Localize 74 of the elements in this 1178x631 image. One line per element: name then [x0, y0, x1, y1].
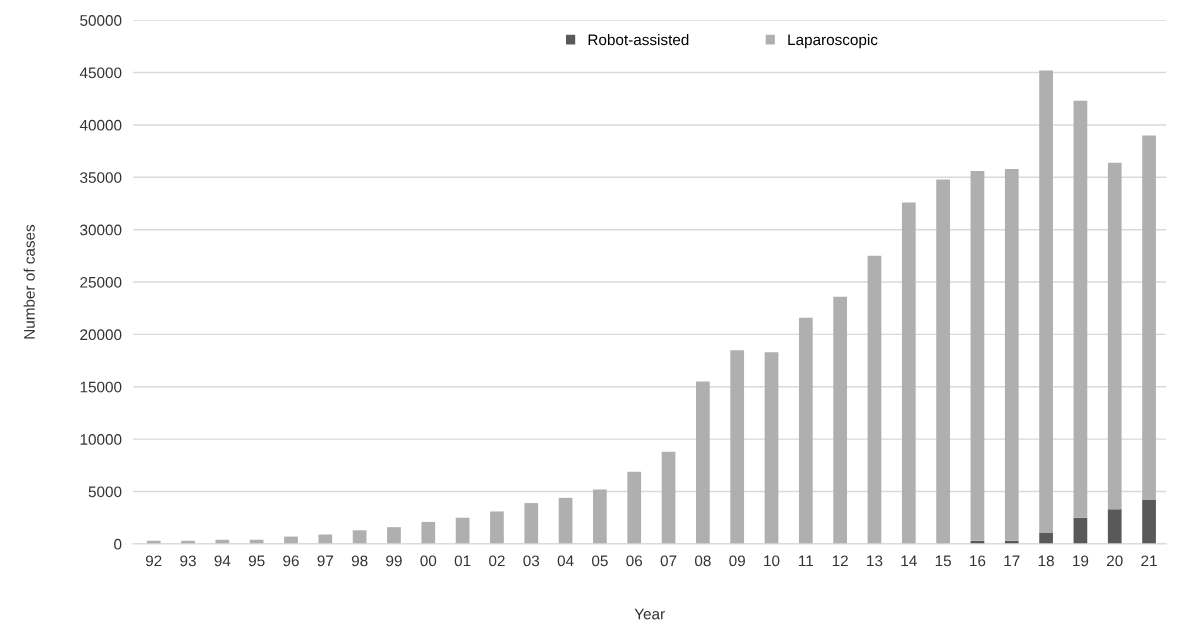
- x-tick-label: 00: [420, 555, 437, 567]
- x-tick-label: 97: [317, 555, 334, 567]
- bar: [558, 497, 573, 544]
- x-tick-label: 16: [970, 555, 986, 567]
- y-tick-label: 25000: [80, 276, 122, 288]
- bar: [318, 534, 333, 544]
- bar: [1107, 162, 1122, 510]
- bar: [387, 527, 401, 544]
- bar: [627, 471, 642, 544]
- bar: [1039, 532, 1053, 544]
- x-tick-label: 01: [454, 555, 471, 567]
- x-tick-label: 05: [592, 555, 608, 567]
- x-tick-label: 20: [1107, 555, 1123, 567]
- bar: [901, 202, 916, 544]
- bar: [421, 521, 436, 544]
- x-tick-label: 96: [283, 555, 299, 567]
- x-tick-label: 93: [180, 555, 196, 567]
- x-tick-label: 98: [351, 555, 368, 567]
- x-tick-label: 15: [935, 555, 951, 567]
- y-tick-label: 30000: [80, 224, 122, 236]
- legend-label: Laparoscopic: [788, 33, 878, 49]
- bar: [696, 381, 710, 544]
- x-tick-label: 17: [1004, 555, 1020, 567]
- y-tick-label: 0: [114, 538, 122, 550]
- y-tick-label: 45000: [79, 67, 122, 79]
- x-tick-label: 19: [1073, 555, 1089, 567]
- bar: [730, 350, 745, 544]
- bar: [661, 451, 676, 544]
- y-tick-label: 35000: [80, 172, 122, 183]
- x-tick-label: 07: [660, 555, 677, 567]
- bar: [352, 530, 367, 544]
- y-tick-label: 50000: [80, 15, 122, 26]
- x-tick-label: 04: [557, 555, 574, 567]
- y-tick-label: 20000: [80, 329, 122, 341]
- x-tick-label: 08: [694, 555, 711, 567]
- legend-label: Robot-assisted: [588, 33, 689, 46]
- bar: [1107, 509, 1122, 544]
- x-tick-label: 99: [386, 555, 402, 567]
- x-tick-label: 94: [214, 555, 231, 567]
- bar: [1073, 517, 1088, 544]
- bar: [1004, 168, 1019, 541]
- bar: [490, 511, 504, 544]
- bar: [936, 179, 950, 544]
- x-tick-label: 06: [626, 555, 643, 567]
- bar: [1039, 70, 1053, 533]
- x-tick-label: 95: [248, 555, 265, 567]
- x-tick-label: 92: [145, 555, 162, 567]
- y-tick-label: 40000: [79, 119, 122, 131]
- x-tick-label: 21: [1141, 555, 1157, 567]
- x-tick-label: 13: [867, 555, 883, 567]
- bar: [970, 171, 985, 541]
- bar: [455, 517, 470, 544]
- x-tick-label: 10: [764, 555, 780, 567]
- x-tick-label: 03: [523, 555, 540, 567]
- x-tick-label: 11: [799, 555, 814, 567]
- y-tick-label: 5000: [88, 486, 122, 498]
- y-tick-label: 15000: [80, 381, 122, 393]
- y-tick-label: 10000: [80, 434, 122, 445]
- bar: [764, 352, 779, 544]
- bar: [1142, 135, 1156, 500]
- x-axis-title: Year: [634, 608, 665, 620]
- bar: [867, 255, 882, 544]
- bar: [593, 489, 607, 544]
- x-tick-label: 12: [832, 555, 848, 567]
- bar: [798, 317, 813, 544]
- x-tick-label: 18: [1038, 555, 1054, 567]
- x-tick-label: 14: [901, 555, 917, 567]
- bar: [1073, 100, 1088, 518]
- bar: [1142, 499, 1156, 544]
- x-tick-label: 09: [729, 555, 745, 567]
- y-axis-title: Number of cases: [23, 224, 35, 339]
- x-tick-label: 02: [489, 555, 505, 567]
- bar: [833, 296, 848, 544]
- bar: [524, 503, 539, 544]
